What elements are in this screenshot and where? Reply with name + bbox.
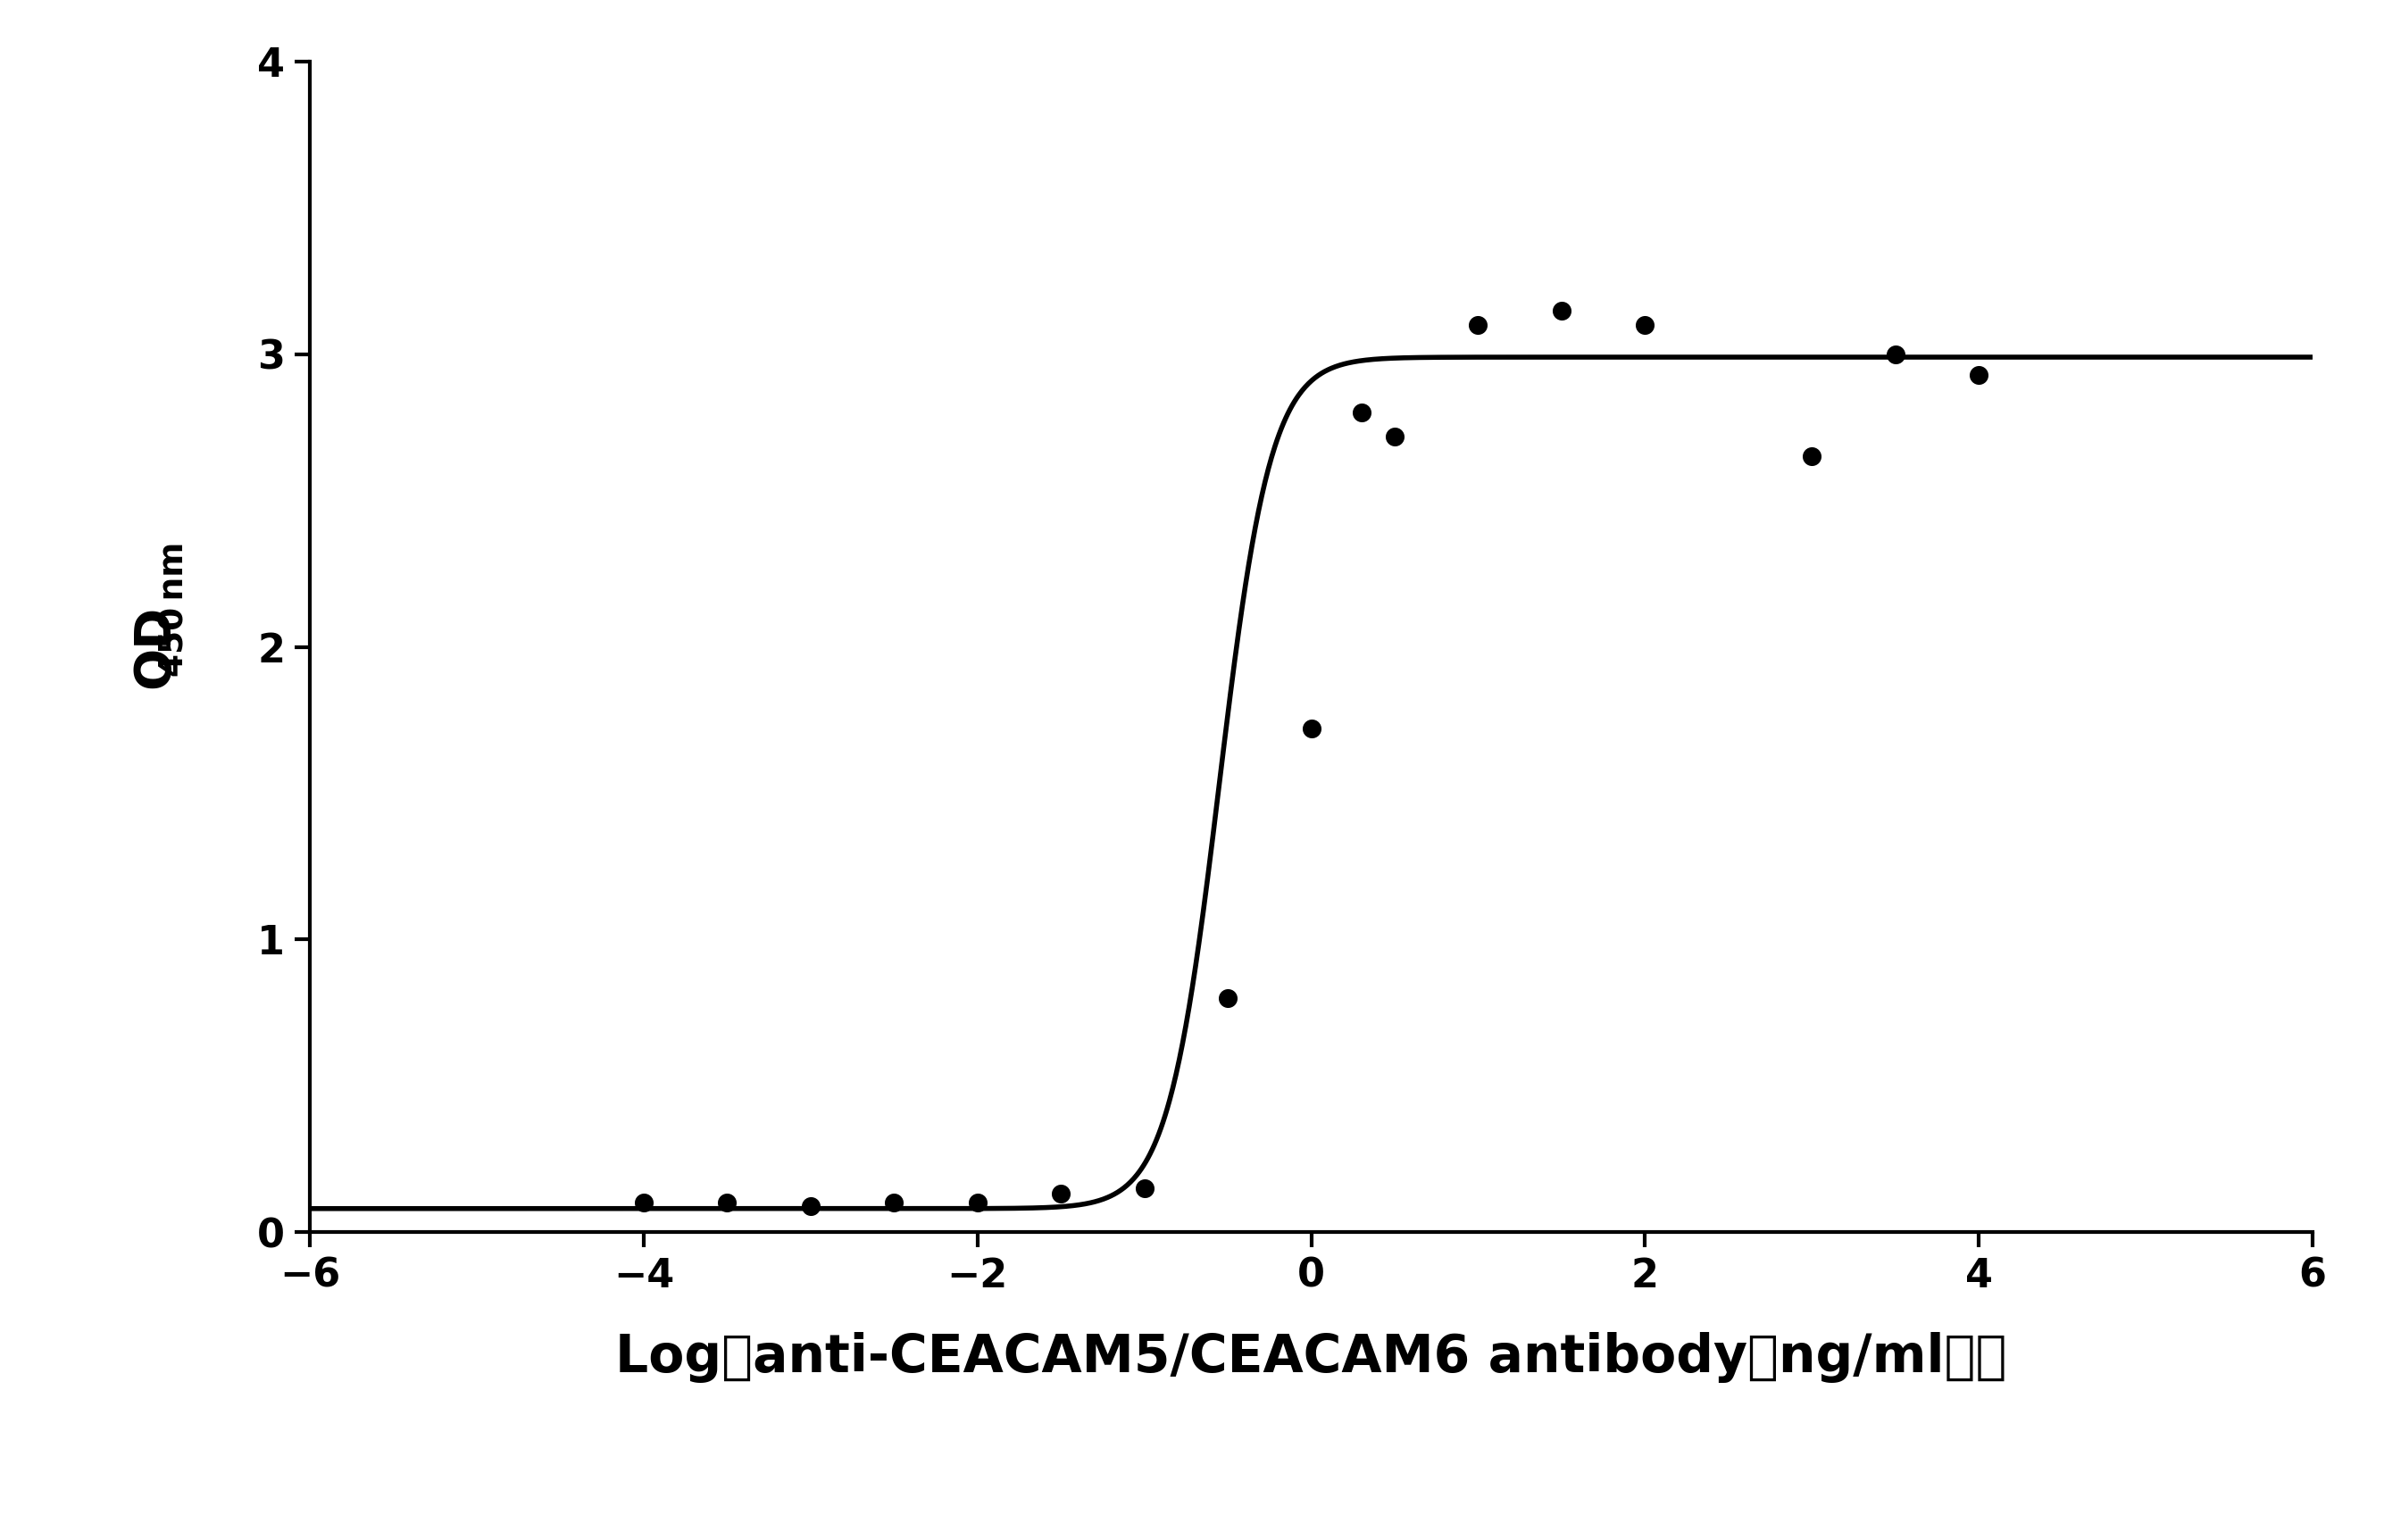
Point: [1626, 313, 1664, 337]
Point: [875, 1190, 913, 1215]
Point: [1342, 400, 1380, 425]
Point: [1459, 313, 1497, 337]
Point: [625, 1190, 663, 1215]
Point: [1793, 445, 1831, 470]
Point: [1209, 986, 1247, 1010]
Point: [1960, 362, 1998, 387]
Text: 450 nm: 450 nm: [157, 542, 191, 676]
Text: OD: OD: [131, 605, 179, 688]
Point: [1876, 342, 1914, 367]
Point: [1542, 299, 1581, 323]
Point: [1125, 1177, 1163, 1201]
Point: [1292, 716, 1330, 741]
X-axis label: Log（anti-CEACAM5/CEACAM6 antibody（ng/ml））: Log（anti-CEACAM5/CEACAM6 antibody（ng/ml）…: [615, 1332, 2007, 1383]
Point: [708, 1190, 746, 1215]
Point: [1376, 424, 1414, 448]
Point: [1042, 1181, 1080, 1206]
Point: [791, 1194, 830, 1218]
Point: [958, 1190, 997, 1215]
